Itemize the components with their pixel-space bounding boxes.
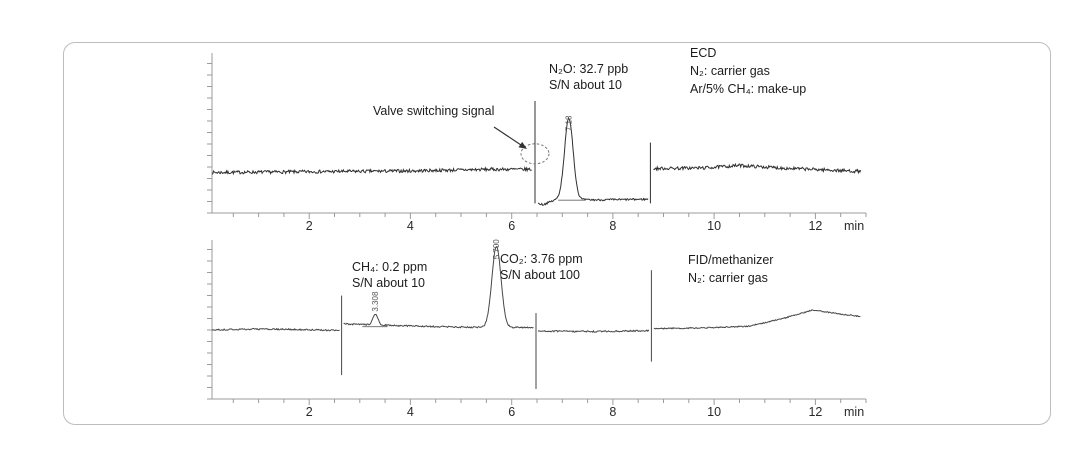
ch4-peak-annotation: CH₄: 0.2 ppm S/N about 10 <box>352 259 427 291</box>
valve-signal-highlight-ellipse <box>520 143 550 165</box>
figure-panel <box>63 42 1051 425</box>
fid-chromatogram: 2 4 6 8 10 12 min 3.308 5.700 <box>207 239 867 419</box>
ecd-detector-line: ECD <box>690 46 717 60</box>
ecd-detector-annotation: ECD N₂: carrier gas Ar/5% CH₄: make-up <box>690 44 806 98</box>
chromatogram-trace <box>653 162 862 175</box>
ch4-amount-line: CH₄: 0.2 ppm <box>352 260 428 274</box>
peak-rt-label: 3.308 <box>371 291 380 312</box>
x-tick-label: 2 <box>306 219 313 233</box>
chromatogram-trace <box>211 327 340 332</box>
ecd-chromatogram: 2 4 6 8 10 12 min 7.13 <box>207 53 867 233</box>
x-tick-label: 4 <box>407 219 414 233</box>
n2o-amount-line: N₂O: 32.7 ppb <box>549 62 629 76</box>
fid-detector-line: FID/methanizer <box>688 253 774 267</box>
ecd-carrier-line: N₂: carrier gas <box>690 64 770 78</box>
peak-rt-label: 7.13 <box>564 115 573 131</box>
co2-sn-line: S/N about 100 <box>500 268 580 282</box>
fid-carrier-line: N₂: carrier gas <box>688 271 768 285</box>
chromatogram-trace <box>537 116 649 206</box>
co2-amount-line: CO₂: 3.76 ppm <box>500 252 583 266</box>
n2o-sn-line: S/N about 10 <box>549 78 622 92</box>
fid-detector-annotation: FID/methanizer N₂: carrier gas <box>688 251 773 287</box>
chromatogram-trace <box>653 309 861 330</box>
co2-peak-annotation: CO₂: 3.76 ppm S/N about 100 <box>500 251 583 283</box>
x-tick-label: 6 <box>508 405 515 419</box>
arrow-shaft <box>493 126 522 146</box>
x-tick-label: 2 <box>306 405 313 419</box>
peak-rt-label: 5.700 <box>492 239 501 260</box>
x-axis-unit-label: min <box>844 405 864 419</box>
ch4-sn-line: S/N about 10 <box>352 276 425 290</box>
x-tick-label: 12 <box>808 219 822 233</box>
x-tick-label: 8 <box>609 405 616 419</box>
x-tick-label: 10 <box>707 405 721 419</box>
x-tick-label: 6 <box>508 219 515 233</box>
ecd-makeup-line: Ar/5% CH₄: make-up <box>690 82 807 96</box>
chromatogram-trace <box>343 245 534 329</box>
n2o-peak-annotation: N₂O: 32.7 ppb S/N about 10 <box>549 61 628 93</box>
x-tick-label: 8 <box>609 219 616 233</box>
x-tick-label: 10 <box>707 219 721 233</box>
valve-annotation-arrow <box>493 126 527 149</box>
chromatogram-trace <box>537 329 650 333</box>
x-tick-label: 4 <box>407 405 414 419</box>
x-tick-label: 12 <box>808 405 822 419</box>
chromatogram-trace <box>211 165 532 176</box>
valve-switching-label: Valve switching signal <box>373 104 495 118</box>
x-axis-unit-label: min <box>844 219 864 233</box>
arrow-head <box>518 141 527 149</box>
